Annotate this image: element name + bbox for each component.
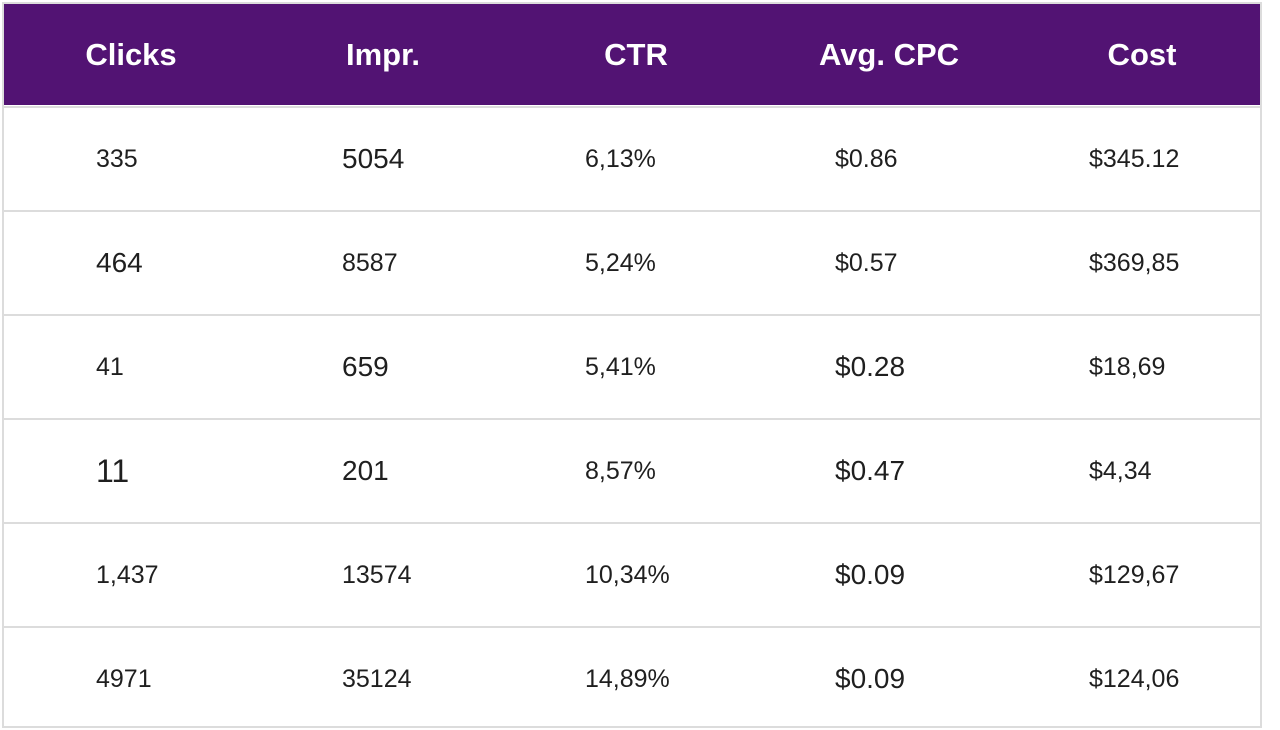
cell-cost: $345.12 [1089, 145, 1180, 173]
cell-clicks: 464 [96, 247, 143, 278]
cell-ctr: 8,57% [585, 457, 656, 485]
header-ctr[interactable]: CTR [604, 37, 668, 72]
cell-impressions: 13574 [342, 561, 412, 589]
cell-cost: $369,85 [1089, 249, 1180, 277]
cell-clicks: 1,437 [96, 561, 159, 589]
cell-avg-cpc: $0.09 [835, 559, 906, 590]
cell-ctr: 14,89% [585, 665, 670, 693]
cell-impressions: 659 [342, 351, 389, 382]
cell-ctr: 5,41% [585, 353, 656, 381]
cell-ctr: 10,34% [585, 561, 670, 589]
table-row: 41 659 5,41% $0.28 $18,69 [4, 314, 1260, 418]
cell-clicks: 41 [96, 353, 124, 381]
cell-impressions: 201 [342, 455, 389, 486]
table-row: 1,437 13574 10,34% $0.09 $129,67 [4, 522, 1260, 626]
table-header-row: Clicks Impr. CTR Avg. CPC Cost [4, 4, 1260, 105]
header-avg-cpc[interactable]: Avg. CPC [818, 37, 960, 72]
header-cost[interactable]: Cost [1107, 37, 1177, 72]
cell-cost: $124,06 [1089, 665, 1180, 693]
cell-cost: $4,34 [1089, 457, 1152, 485]
cell-avg-cpc: $0.57 [835, 249, 898, 277]
cell-impressions: 35124 [342, 665, 412, 693]
cell-avg-cpc: $0.28 [835, 351, 906, 382]
header-impressions[interactable]: Impr. [345, 37, 421, 72]
cell-avg-cpc: $0.86 [835, 145, 898, 173]
table-row: 335 5054 6,13% $0.86 $345.12 [4, 106, 1260, 210]
cell-clicks: 335 [96, 145, 138, 173]
cell-impressions: 5054 [342, 143, 405, 174]
table-row: 11 201 8,57% $0.47 $4,34 [4, 418, 1260, 522]
cell-ctr: 5,24% [585, 249, 656, 277]
cell-clicks: 4971 [96, 665, 152, 693]
header-clicks[interactable]: Clicks [85, 37, 177, 72]
cell-avg-cpc: $0.47 [835, 455, 906, 486]
cell-cost: $18,69 [1089, 353, 1166, 381]
table-row: 464 8587 5,24% $0.57 $369,85 [4, 210, 1260, 314]
cell-cost: $129,67 [1089, 561, 1180, 589]
table-row: 4971 35124 14,89% $0.09 $124,06 [4, 626, 1260, 730]
metrics-table: Clicks Impr. CTR Avg. CPC Cost 335 5054 … [2, 2, 1262, 728]
cell-impressions: 8587 [342, 249, 398, 277]
cell-clicks: 11 [96, 453, 130, 489]
cell-avg-cpc: $0.09 [835, 663, 906, 694]
cell-ctr: 6,13% [585, 145, 656, 173]
